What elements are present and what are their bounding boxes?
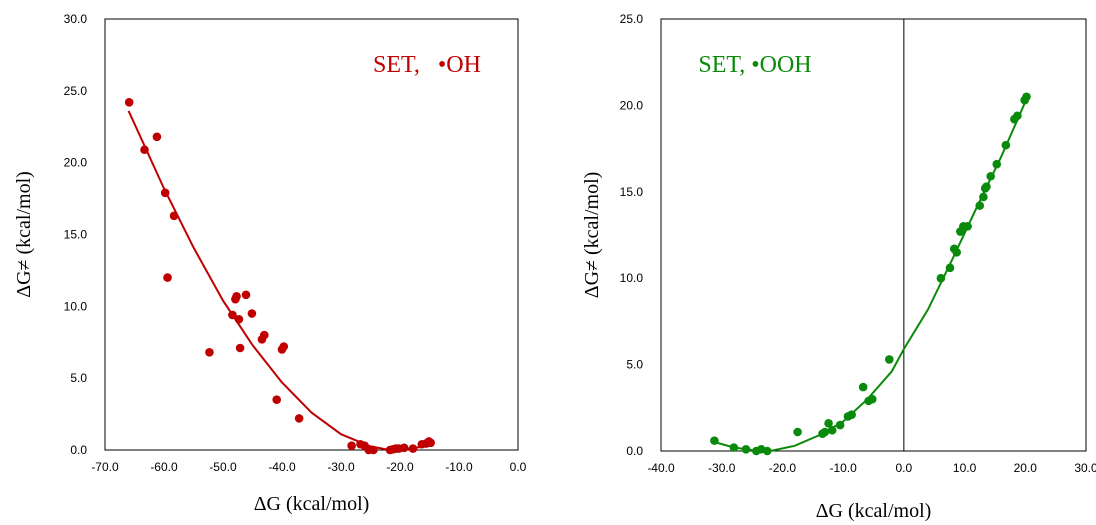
- data-point: [847, 410, 856, 419]
- x-tick-label: -20.0: [386, 460, 414, 474]
- data-point: [952, 248, 961, 257]
- data-point: [975, 201, 984, 210]
- x-tick-label: -60.0: [150, 460, 178, 474]
- data-point: [986, 172, 995, 181]
- data-point: [963, 222, 972, 231]
- x-tick-label: 0.0: [510, 460, 527, 474]
- data-point: [1022, 92, 1031, 101]
- data-point: [369, 446, 378, 455]
- x-tick-label: -50.0: [209, 460, 237, 474]
- data-point: [235, 315, 244, 324]
- x-tick-label: 0.0: [896, 461, 913, 475]
- data-point: [979, 193, 988, 202]
- y-tick-label: 30.0: [64, 12, 88, 26]
- data-point: [937, 274, 946, 283]
- data-point: [409, 444, 418, 453]
- data-point: [742, 445, 751, 454]
- y-axis-title: ΔG≠ (kcal/mol): [581, 172, 603, 299]
- y-tick-label: 20.0: [64, 156, 88, 170]
- x-tick-label: 20.0: [1014, 461, 1038, 475]
- data-point: [232, 292, 241, 301]
- y-axis-title: ΔG≠ (kcal/mol): [13, 171, 35, 298]
- data-point: [347, 441, 356, 450]
- y-tick-label: 0.0: [70, 443, 87, 457]
- data-point: [295, 414, 304, 423]
- data-point: [260, 331, 269, 340]
- data-point: [710, 436, 719, 445]
- x-tick-label: 30.0: [1074, 461, 1096, 475]
- data-point: [982, 182, 991, 191]
- data-point: [400, 444, 409, 453]
- y-tick-label: 10.0: [64, 299, 88, 313]
- y-tick-label: 10.0: [620, 271, 644, 285]
- y-tick-label: 25.0: [620, 12, 644, 26]
- x-tick-label: -30.0: [708, 461, 736, 475]
- chart-left-oh: -70.0 -60.0 -50.0 -40.0 -30.0 -20.0 -10.0 0.0 0.…: [13, 12, 527, 515]
- x-axis-title: ΔG (kcal/mol): [816, 500, 932, 522]
- data-point: [859, 383, 868, 392]
- data-point: [279, 342, 288, 351]
- data-point: [1013, 111, 1022, 120]
- series-annotation: SET, •OOH: [698, 52, 811, 78]
- data-point: [828, 426, 837, 435]
- y-tick-label: 5.0: [626, 358, 643, 372]
- data-point: [170, 212, 179, 221]
- data-point: [1002, 141, 1011, 150]
- data-point: [161, 189, 170, 198]
- data-point: [763, 447, 772, 456]
- y-tick-label: 5.0: [70, 371, 87, 385]
- data-point: [836, 421, 845, 430]
- data-point: [885, 355, 894, 364]
- x-tick-label: -30.0: [327, 460, 355, 474]
- data-point: [125, 98, 134, 107]
- plot-frame: [661, 19, 1086, 451]
- data-point: [153, 133, 162, 142]
- series-annotation: SET, •OH: [373, 52, 481, 78]
- plot-frame: [105, 19, 518, 450]
- data-point: [426, 439, 435, 448]
- x-tick-label: -20.0: [769, 461, 797, 475]
- y-tick-label: 25.0: [64, 84, 88, 98]
- x-tick-label: -40.0: [268, 460, 296, 474]
- data-point: [248, 309, 257, 318]
- data-point: [793, 428, 802, 437]
- data-point: [242, 291, 251, 300]
- data-point: [946, 264, 955, 273]
- y-tick-label: 0.0: [626, 444, 643, 458]
- x-tick-label: -10.0: [829, 461, 857, 475]
- data-point: [236, 344, 245, 353]
- x-tick-label: -70.0: [91, 460, 119, 474]
- chart-right-ooh: -40.0 -30.0 -20.0 -10.0 0.0 10.0 20.0 30.0 0.0 5.…: [581, 12, 1096, 522]
- data-point: [272, 395, 281, 404]
- x-tick-label: -10.0: [445, 460, 473, 474]
- data-point: [205, 348, 214, 357]
- data-point: [821, 428, 830, 437]
- x-tick-label: -40.0: [647, 461, 675, 475]
- x-tick-label: 10.0: [953, 461, 977, 475]
- data-point: [163, 273, 172, 282]
- y-tick-label: 20.0: [620, 98, 644, 112]
- data-point: [730, 443, 739, 452]
- data-point: [992, 160, 1001, 169]
- data-point: [868, 395, 877, 404]
- data-point: [140, 145, 149, 154]
- x-axis-title: ΔG (kcal/mol): [254, 493, 370, 515]
- y-tick-label: 15.0: [64, 228, 88, 242]
- y-tick-label: 15.0: [620, 185, 644, 199]
